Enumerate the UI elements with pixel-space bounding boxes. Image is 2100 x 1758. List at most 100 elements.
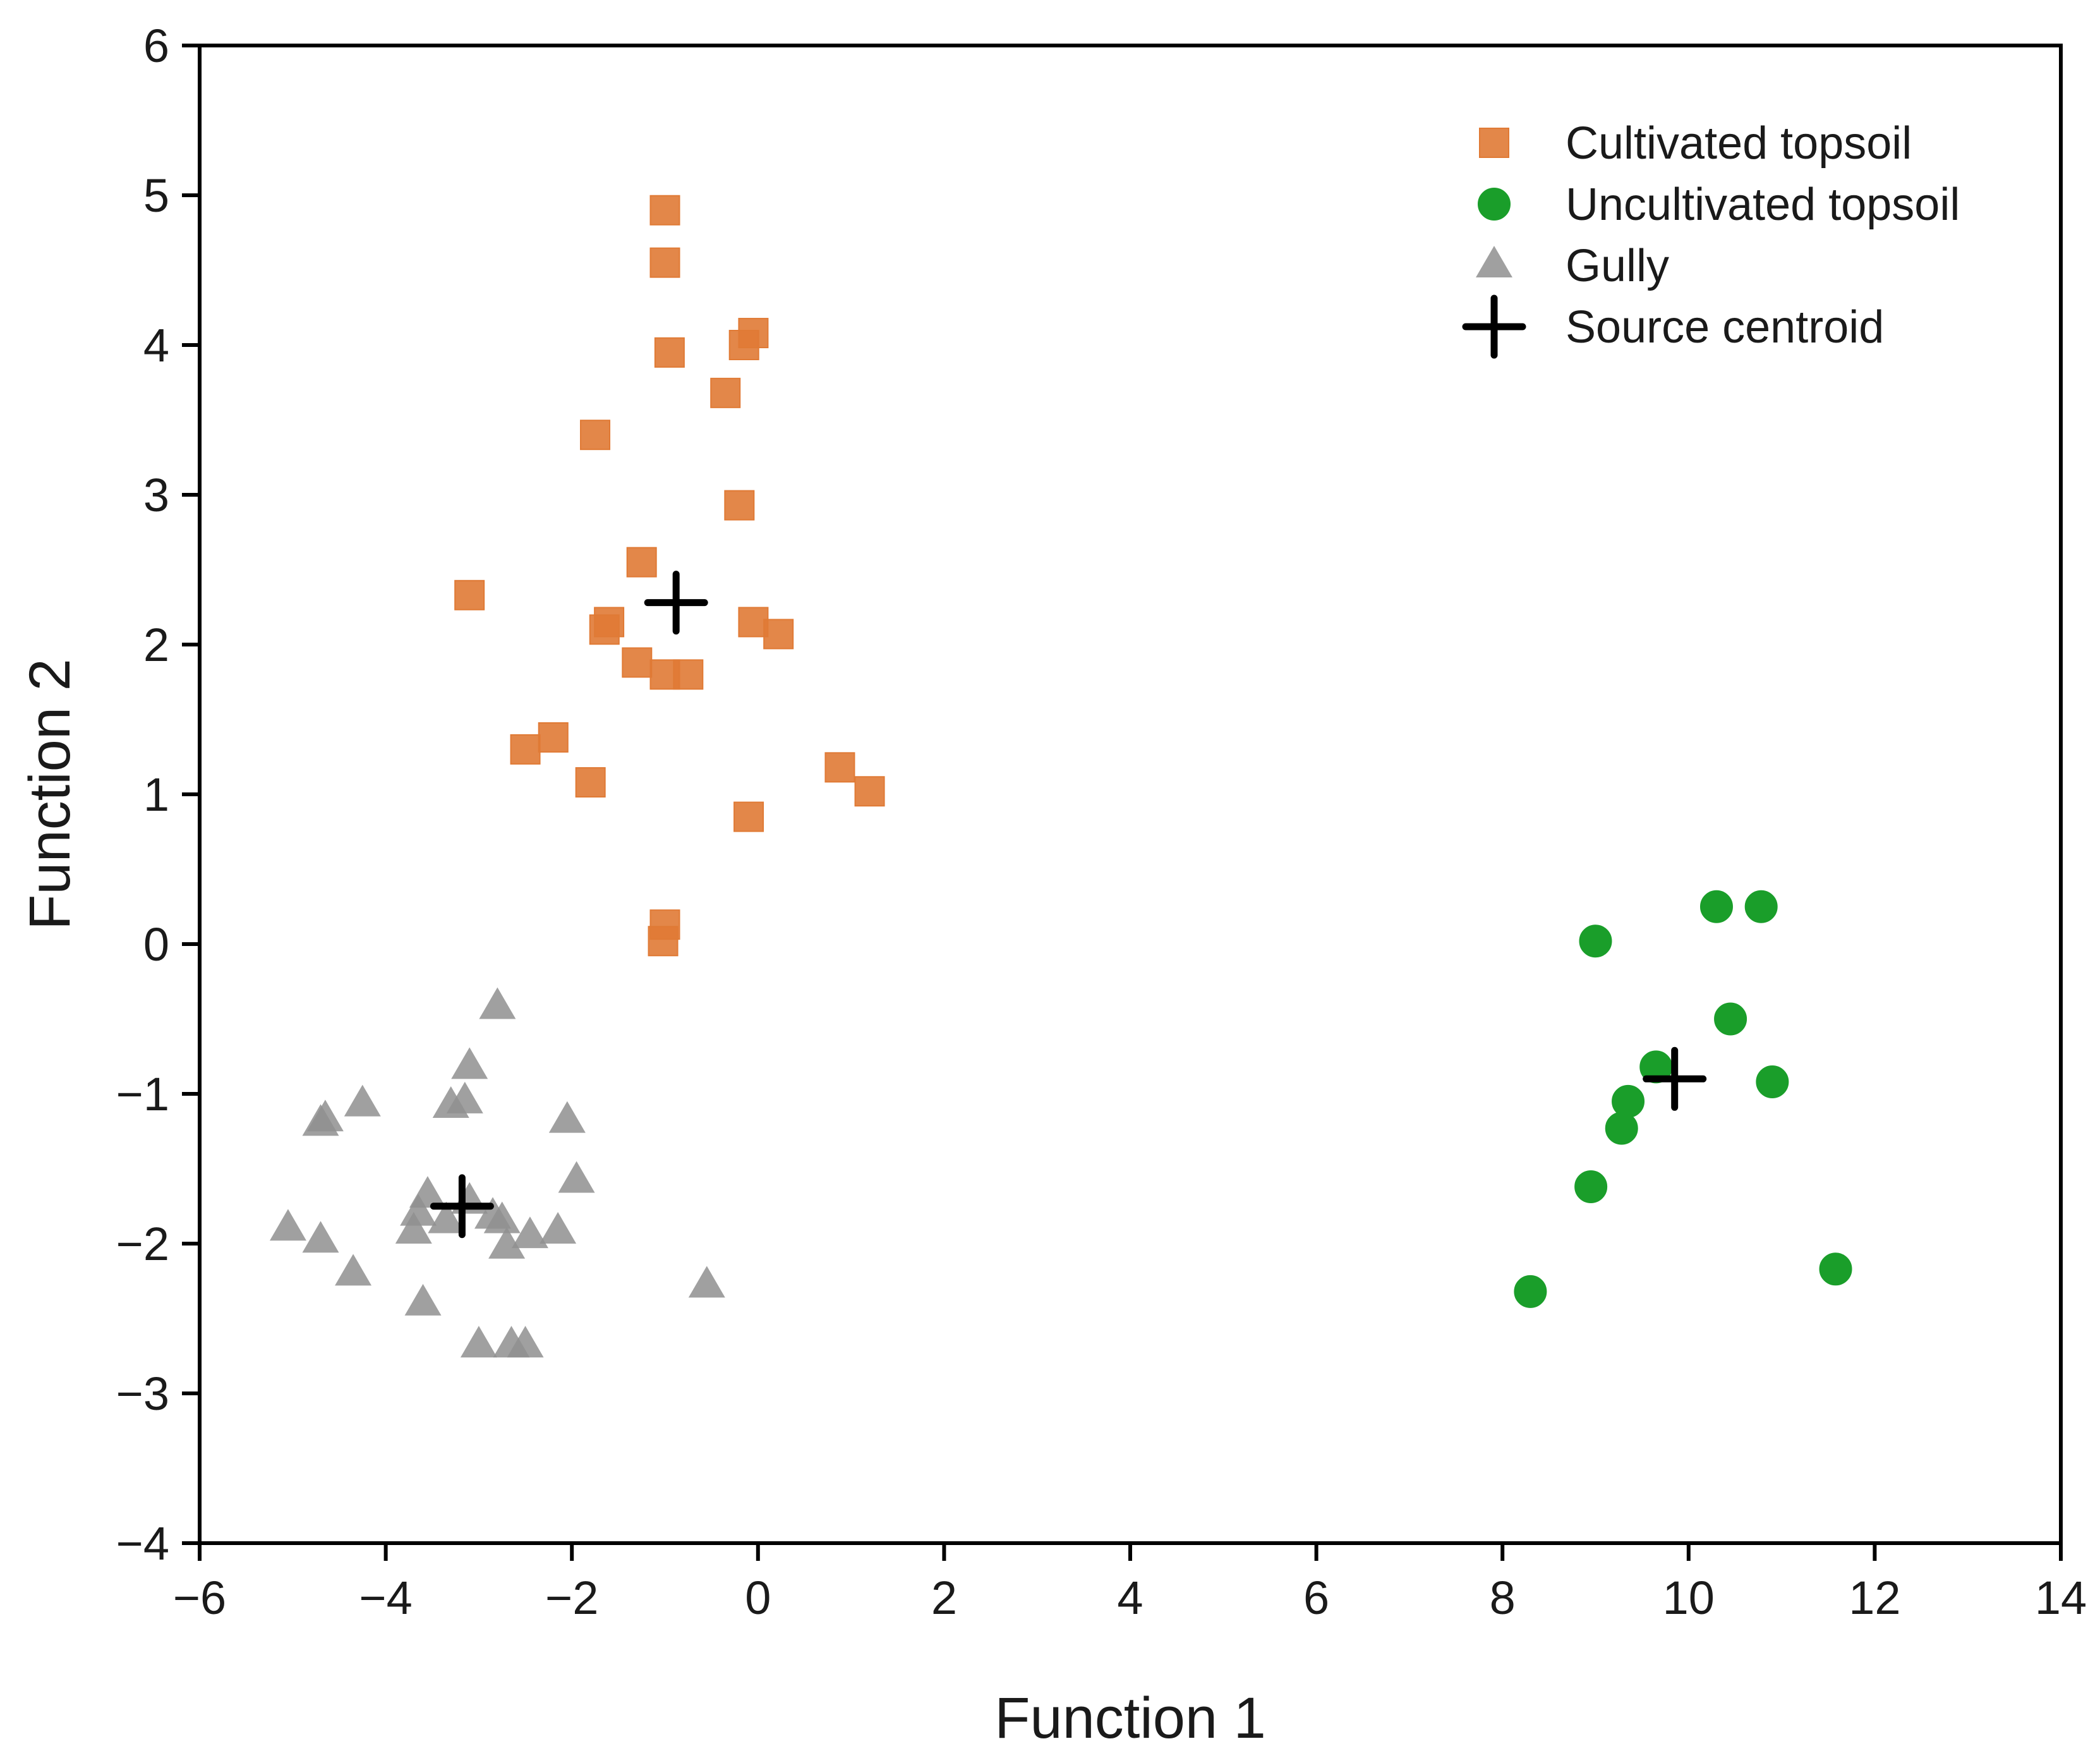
y-tick-label: −3 [116,1367,169,1420]
cultivated-topsoil-point [622,647,653,678]
gully-point [344,1084,381,1117]
gully-point [302,1104,339,1136]
cultivated-topsoil-point [626,547,657,578]
gully-point [511,1216,548,1249]
x-tick-label: 4 [1117,1572,1143,1624]
x-tick-label: 12 [1849,1572,1900,1624]
x-tick-label: −6 [173,1572,226,1624]
gully-point [540,1212,577,1244]
cultivated-topsoil-point [589,614,620,645]
y-tick-label: 4 [143,319,169,372]
x-tick-label: 2 [931,1572,957,1624]
x-tick-label: 10 [1663,1572,1715,1624]
y-tick-label: −1 [116,1068,169,1120]
gully-point [507,1326,544,1358]
gully-point [451,1047,488,1079]
cultivated-topsoil-point [538,722,569,753]
cultivated-topsoil-point [724,490,755,521]
cultivated-topsoil-point [733,801,764,832]
gully-point [269,1209,306,1241]
legend: Cultivated topsoil Uncultivated topsoil Gu… [1462,118,1960,359]
y-axis-title: Function 2 [18,658,82,930]
cultivated-topsoil-point [649,195,680,226]
y-tick-label: 5 [143,169,169,222]
gully-point [395,1212,432,1244]
legend-item: Uncultivated topsoil [1478,179,1960,230]
cultivated-topsoil-point [728,330,759,360]
legend-marker-triangle-icon [1476,246,1512,277]
y-tick-label: −2 [116,1218,169,1270]
legend-marker-plus-icon [1462,294,1526,359]
cultivated-topsoil-point [454,579,485,610]
y-tick-label: 3 [143,469,169,521]
uncultivated-topsoil-series [1514,890,1852,1308]
legend-item: Source centroid [1462,294,1884,359]
source-centroid-series [430,571,1707,1239]
legend-label: Cultivated topsoil [1566,118,1912,169]
uncultivated-topsoil-point [1574,1170,1608,1203]
y-tick-label: −4 [116,1517,169,1570]
cultivated-topsoil-point [824,752,855,783]
y-tick-label: 6 [143,20,169,72]
x-tick-label: 14 [2035,1572,2087,1624]
uncultivated-topsoil-point [1699,890,1733,923]
gully-point [460,1326,497,1358]
source-centroid-point [430,1174,494,1239]
gully-point [488,1227,526,1259]
y-tick-label: 1 [143,768,169,821]
legend-item: Gully [1476,241,1669,291]
plot-frame [198,44,2063,1545]
x-axis-title: Function 1 [994,1686,1266,1750]
legend-label: Uncultivated topsoil [1566,179,1960,230]
cultivated-topsoil-point [575,767,606,798]
legend-marker-circle-icon [1478,188,1511,221]
gully-point [302,1221,339,1253]
gully-point [479,987,516,1019]
gully-point [428,1201,465,1234]
source-centroid-point [644,571,708,635]
x-axis: −6 −4 −2 0 2 4 6 8 10 12 14 [173,1543,2087,1624]
legend-label: Gully [1566,241,1669,291]
cultivated-topsoil-point [710,377,741,408]
y-tick-label: 0 [143,918,169,971]
cultivated-topsoil-point [649,247,680,278]
gully-point [404,1283,442,1316]
x-tick-label: −2 [545,1572,598,1624]
cultivated-topsoil-point [738,607,769,638]
uncultivated-topsoil-point [1579,924,1612,958]
gully-point [558,1161,595,1193]
legend-marker-square-icon [1479,128,1509,158]
gully-point [400,1194,437,1226]
cultivated-topsoil-point [580,420,611,451]
legend-item: Cultivated topsoil [1479,118,1912,169]
cultivated-topsoil-point [673,659,704,690]
gully-point [483,1201,521,1234]
gully-point [548,1101,586,1133]
cultivated-topsoil-point [854,776,885,807]
uncultivated-topsoil-point [1605,1112,1638,1145]
y-axis: −4 −3 −2 −1 0 1 2 3 4 5 6 [116,20,200,1570]
y-tick-label: 2 [143,619,169,671]
x-tick-label: −4 [359,1572,412,1624]
cultivated-topsoil-series [454,195,885,957]
source-centroid-point [1643,1046,1707,1111]
cultivated-topsoil-point [763,619,794,650]
gully-series [269,987,725,1358]
cultivated-topsoil-point [648,926,679,957]
uncultivated-topsoil-point [1756,1065,1789,1099]
cultivated-topsoil-point [654,337,685,368]
uncultivated-topsoil-point [1514,1275,1547,1308]
uncultivated-topsoil-point [1714,1002,1747,1036]
uncultivated-topsoil-point [1819,1252,1852,1286]
x-tick-label: 6 [1303,1572,1329,1624]
gully-point [446,1081,483,1113]
plot-marks [269,195,1852,1358]
gully-point [335,1254,372,1286]
gully-point [688,1266,725,1298]
uncultivated-topsoil-point [1744,890,1778,923]
legend-label: Source centroid [1566,302,1884,353]
x-tick-label: 8 [1490,1572,1516,1624]
cultivated-topsoil-point [510,734,541,765]
uncultivated-topsoil-point [1612,1084,1645,1118]
